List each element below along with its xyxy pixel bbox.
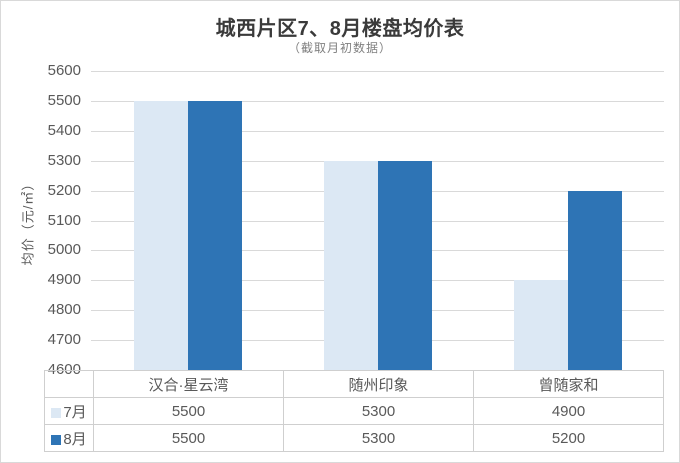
y-tick-label: 5600 [47,62,81,79]
series-label-cell: 7月 [44,397,94,425]
value-cell: 5500 [93,397,284,425]
y-tick-label: 5400 [47,122,81,139]
plot-area [91,71,664,371]
y-tick-label: 4800 [47,301,81,318]
bar-8月-曾随家和 [568,191,622,370]
chart-title: 城西片区7、8月楼盘均价表 [215,18,465,40]
series-label-cell: 8月 [44,424,94,452]
bar-8月-随州印象 [378,161,432,370]
y-tick-label: 4900 [47,271,81,288]
legend-swatch-icon [51,407,62,418]
table-row: 7月 5500 5300 4900 [44,397,664,425]
legend-swatch-icon [51,434,62,445]
y-tick-label: 5500 [47,92,81,109]
bar-7月-曾随家和 [514,280,568,370]
y-tick-label: 5300 [47,152,81,169]
y-tick-label: 5200 [47,182,81,199]
value-cell: 4900 [473,397,664,425]
table-header-row: 汉合·星云湾 随州印象 曾随家和 [44,370,664,398]
bar-8月-汉合·星云湾 [188,101,242,370]
data-table: 汉合·星云湾 随州印象 曾随家和 7月 5500 5300 4900 8月 5500 5300 52… [44,370,664,452]
value-cell: 5500 [93,424,284,452]
value-cell: 5300 [283,424,474,452]
category-header: 曾随家和 [473,370,664,398]
value-cell: 5300 [283,397,474,425]
category-header: 随州印象 [283,370,474,398]
table-row: 8月 5500 5300 5200 [44,424,664,452]
category-header: 汉合·星云湾 [93,370,284,398]
gridline [91,71,664,72]
series-name: 8月 [63,430,87,448]
y-tick-label: 5100 [47,212,81,229]
table-corner-cell [44,370,94,398]
y-tick-label: 5000 [47,241,81,258]
value-cell: 5200 [473,424,664,452]
series-name: 7月 [63,403,87,421]
bar-7月-汉合·星云湾 [134,101,188,370]
y-tick-label: 4700 [47,331,81,348]
gridline [91,131,664,132]
bar-7月-随州印象 [324,161,378,370]
gridline [91,101,664,102]
chart-subtitle: （截取月初数据） [287,41,392,55]
